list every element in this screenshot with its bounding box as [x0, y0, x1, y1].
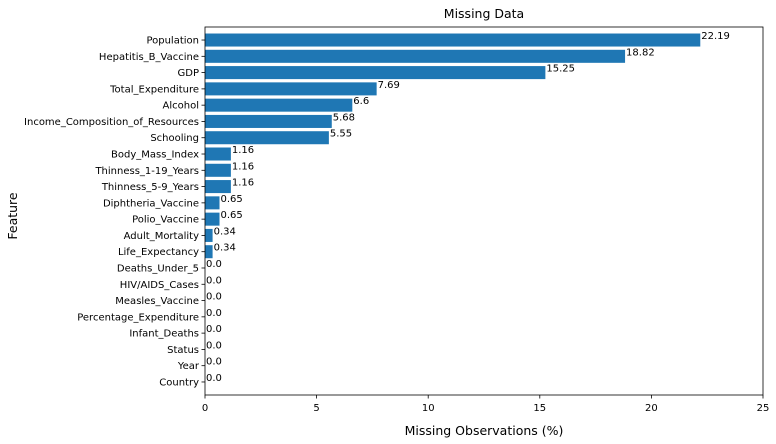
plot-frame — [204, 26, 764, 396]
bar-value-label: 5.68 — [333, 112, 355, 123]
bar — [205, 228, 213, 242]
x-tick-label: 25 — [757, 403, 770, 414]
bar-value-label: 0.0 — [206, 373, 222, 384]
bar-value-label: 1.16 — [232, 145, 254, 156]
bar-value-label: 0.0 — [206, 340, 222, 351]
y-tick-label: Thinness_5-9_Years — [101, 182, 199, 193]
bar-value-label: 15.25 — [546, 64, 575, 75]
y-tick-label: Total_Expenditure — [109, 84, 199, 95]
bar-value-label: 0.34 — [214, 243, 236, 254]
bar — [205, 98, 353, 112]
bar-value-label: 0.0 — [206, 357, 222, 368]
bar — [205, 49, 626, 63]
x-tick-label: 0 — [202, 403, 208, 414]
y-axis-ticks: Population Hepatitis_B_Vaccine GDP Total_Ex… — [24, 36, 205, 388]
y-tick-label: Adult_Mortality — [124, 231, 199, 242]
x-axis-ticks: 0 5 10 15 20 25 — [202, 395, 770, 414]
x-tick-label: 5 — [313, 403, 319, 414]
bar-value-label: 0.34 — [214, 226, 236, 237]
y-tick-label: Polio_Vaccine — [132, 215, 199, 226]
bar-value-label: 0.0 — [206, 275, 222, 286]
bar — [205, 66, 546, 80]
x-tick-label: 20 — [645, 403, 658, 414]
y-tick-label: Diphtheria_Vaccine — [103, 198, 199, 209]
bar — [205, 212, 220, 226]
y-tick-label: Thinness_1-19_Years — [94, 166, 199, 177]
bar-value-label: 18.82 — [626, 47, 655, 58]
bar-value-label: 0.65 — [221, 210, 243, 221]
y-tick-label: Life_Expectancy — [118, 247, 199, 258]
bars-group — [205, 33, 701, 259]
bar-value-label: 6.6 — [353, 96, 369, 107]
bar — [205, 147, 231, 161]
bar — [205, 245, 213, 259]
y-axis-label: Feature — [5, 192, 20, 240]
y-tick-label: Income_Composition_of_Resources — [24, 117, 199, 128]
bar — [205, 82, 377, 96]
bar — [205, 114, 332, 128]
bar — [205, 131, 329, 145]
bar-value-label: 1.16 — [232, 178, 254, 189]
y-tick-label: Hepatitis_B_Vaccine — [99, 52, 199, 63]
bar-value-label: 0.0 — [206, 259, 222, 270]
x-tick-label: 10 — [422, 403, 435, 414]
bar-value-label: 0.0 — [206, 292, 222, 303]
x-axis-label: Missing Observations (%) — [405, 423, 564, 438]
y-tick-label: Deaths_Under_5 — [117, 263, 199, 274]
bar-value-label: 5.55 — [330, 129, 352, 140]
bar-value-label: 1.16 — [232, 161, 254, 172]
bar-value-label: 0.0 — [206, 308, 222, 319]
chart-title: Missing Data — [444, 6, 524, 21]
bar — [205, 180, 231, 194]
value-labels-group: 22.19 18.82 15.25 7.69 6.6 5.68 5.55 1.16 1.16 1.… — [206, 31, 730, 384]
y-tick-label: Percentage_Expenditure — [77, 312, 199, 323]
y-tick-label: Country — [159, 377, 199, 388]
y-tick-label: GDP — [178, 68, 199, 79]
y-tick-label: Schooling — [150, 133, 199, 144]
y-tick-label: Body_Mass_Index — [111, 150, 199, 161]
x-tick-label: 15 — [533, 403, 546, 414]
bar — [205, 163, 231, 177]
bar-value-label: 7.69 — [378, 80, 400, 91]
y-tick-label: Population — [146, 36, 199, 47]
bar-value-label: 0.65 — [221, 194, 243, 205]
y-tick-label: Year — [177, 361, 200, 372]
bar — [205, 33, 701, 47]
y-tick-label: Infant_Deaths — [129, 329, 199, 340]
y-tick-label: HIV/AIDS_Cases — [120, 280, 199, 291]
bar-value-label: 22.19 — [701, 31, 730, 42]
y-tick-label: Measles_Vaccine — [115, 296, 199, 307]
bar — [205, 196, 220, 210]
y-tick-label: Status — [167, 345, 199, 356]
y-tick-label: Alcohol — [163, 101, 199, 112]
bar-value-label: 0.0 — [206, 324, 222, 335]
